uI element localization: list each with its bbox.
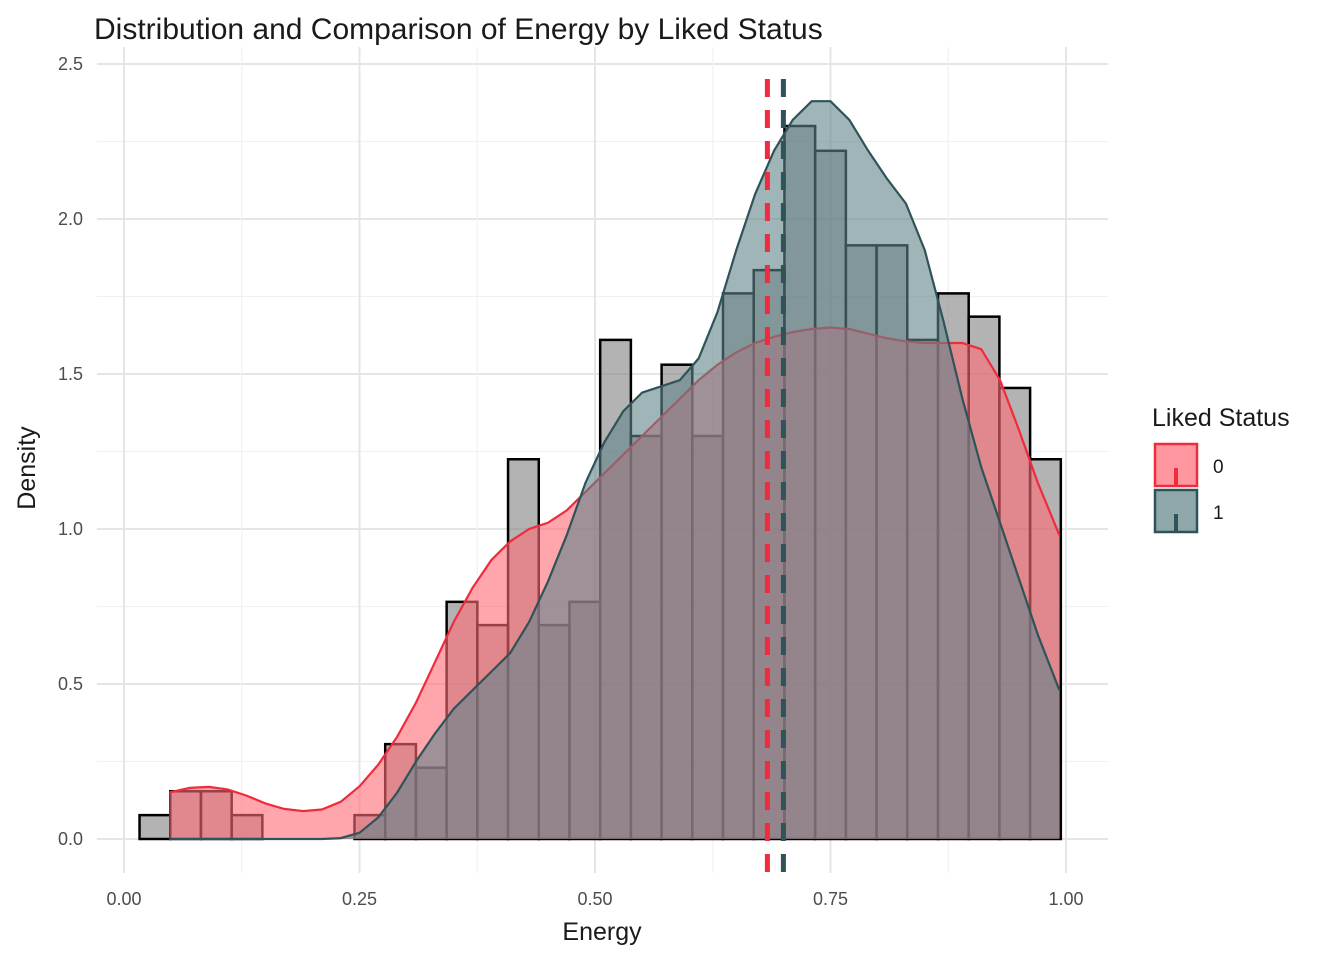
y-tick-label: 2.5 [58, 54, 83, 74]
y-tick-label: 0.5 [58, 674, 83, 694]
y-tick-label: 1.5 [58, 364, 83, 384]
legend-label: 0 [1213, 457, 1224, 478]
x-tick-label: 0.00 [106, 889, 141, 909]
mean-lines [764, 79, 786, 873]
x-tick-label: 0.25 [342, 889, 377, 909]
y-tick-label: 0.0 [58, 829, 83, 849]
x-tick-label: 0.75 [813, 889, 848, 909]
legend-item-1: 1 [1153, 488, 1224, 534]
histogram-bar [138, 813, 172, 841]
y-tick-label: 2.0 [58, 209, 83, 229]
x-axis-title: Energy [562, 918, 642, 946]
legend: Liked Status 0 1 [1152, 404, 1290, 534]
density-curves [168, 100, 1061, 841]
y-tick-labels: 0.0 0.5 1.0 1.5 2.0 2.5 [58, 54, 83, 849]
x-tick-label: 0.50 [577, 889, 612, 909]
y-axis-title: Density [13, 426, 41, 510]
legend-item-0: 0 [1153, 442, 1224, 488]
legend-title: Liked Status [1152, 404, 1290, 432]
y-tick-label: 1.0 [58, 519, 83, 539]
legend-label: 1 [1213, 503, 1224, 524]
x-tick-label: 1.00 [1048, 889, 1083, 909]
x-tick-labels: 0.00 0.25 0.50 0.75 1.00 [106, 889, 1083, 909]
chart-title: Distribution and Comparison of Energy by… [94, 13, 823, 46]
density-curve-1 [169, 100, 1061, 841]
density-area-1 [169, 101, 1060, 839]
